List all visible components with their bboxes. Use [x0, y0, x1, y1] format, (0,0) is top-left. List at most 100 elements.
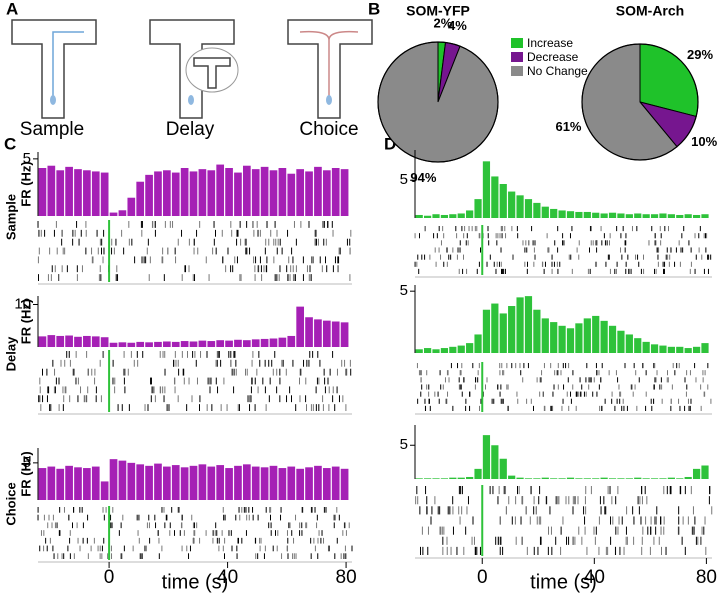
- raster: [37, 506, 353, 563]
- histogram-bar: [145, 465, 153, 500]
- histogram-bar: [305, 171, 313, 216]
- histogram-bar: [524, 478, 533, 479]
- x-tick-label: 40: [584, 567, 605, 588]
- histogram-bar: [278, 337, 287, 347]
- histogram-bar: [634, 338, 642, 353]
- histogram-bar: [676, 478, 684, 479]
- histogram-bar: [74, 169, 82, 216]
- histogram-bar: [305, 467, 313, 500]
- histogram-bar: [305, 317, 313, 347]
- histogram-bar: [440, 478, 449, 479]
- histogram-bar: [449, 477, 457, 479]
- histogram-bar: [331, 168, 340, 216]
- pie-value-label: 10%: [691, 134, 717, 149]
- histogram-bar: [415, 349, 423, 353]
- histogram-bar: [600, 477, 608, 479]
- histogram-bar: [83, 170, 91, 216]
- histogram-bar: [667, 346, 675, 353]
- histogram-bar: [198, 169, 207, 216]
- maze-label: Sample: [20, 119, 84, 140]
- histogram-bar: [583, 478, 591, 479]
- histogram-bar: [225, 168, 233, 216]
- histogram-bar: [600, 213, 608, 218]
- histogram-bar: [575, 211, 583, 218]
- histogram-bar: [100, 481, 109, 500]
- legend-label: Decrease: [527, 50, 579, 64]
- histogram-bar: [659, 478, 667, 479]
- histogram-bar: [118, 210, 127, 216]
- raster: [414, 225, 712, 278]
- histogram-bar: [340, 169, 349, 216]
- raster: [37, 220, 352, 285]
- histogram-bar: [234, 465, 242, 500]
- histogram-bar: [296, 169, 305, 216]
- histogram-bar: [592, 212, 600, 218]
- panel-row-title: Sample: [3, 194, 18, 240]
- histogram-bar: [650, 478, 659, 479]
- histogram-bar: [207, 341, 216, 347]
- histogram-bar: [91, 171, 100, 216]
- histogram-bar: [659, 213, 667, 218]
- histogram-bar: [692, 468, 701, 479]
- y-tick-label: 5: [23, 150, 31, 167]
- histogram-bar: [260, 467, 269, 500]
- histogram-bar: [127, 462, 136, 500]
- histogram-bar: [650, 344, 659, 353]
- x-tick-label: 80: [696, 567, 717, 588]
- histogram-bar: [260, 166, 269, 216]
- histogram-bar: [541, 477, 549, 479]
- histogram-bar: [482, 161, 491, 218]
- histogram-bar: [566, 328, 575, 353]
- histogram-bar: [466, 476, 474, 479]
- histogram-bar: [676, 214, 684, 218]
- x-tick-label: 40: [217, 567, 238, 588]
- histogram-bar: [642, 341, 650, 353]
- histogram-bar: [65, 335, 73, 347]
- histogram-bar: [667, 477, 675, 479]
- histogram-bar: [56, 335, 65, 347]
- histogram-bar: [331, 466, 340, 500]
- histogram-bar: [516, 297, 524, 353]
- legend-label: No Change: [527, 64, 588, 78]
- pie-value-label: 29%: [687, 47, 713, 62]
- pie-title: SOM-YFP: [406, 3, 470, 19]
- panel-row-title: Choice: [3, 482, 18, 525]
- histogram-bar: [466, 210, 474, 218]
- histogram-bar: [171, 172, 180, 216]
- histogram-bar: [457, 345, 465, 353]
- histogram-bar: [558, 210, 566, 218]
- histogram-bar: [550, 322, 558, 353]
- histogram-bar: [216, 340, 225, 347]
- histogram-bar: [583, 318, 591, 353]
- histogram-bar: [499, 313, 507, 353]
- histogram-bar: [508, 191, 516, 218]
- histogram-bar: [617, 213, 625, 218]
- histogram-bar: [207, 170, 216, 216]
- histogram-bar: [83, 468, 91, 500]
- histogram-bar: [260, 338, 269, 347]
- histogram-bar: [466, 343, 474, 353]
- histogram-bar: [440, 214, 449, 218]
- histogram-bar: [684, 214, 692, 218]
- histogram-bar: [566, 477, 575, 479]
- histogram-bar: [625, 334, 633, 353]
- legend-swatch: [511, 66, 523, 76]
- histogram-bar: [136, 341, 145, 347]
- histogram-bar: [38, 336, 47, 347]
- histogram-bar: [242, 464, 251, 500]
- histogram-bar: [340, 468, 349, 500]
- histogram-bar: [189, 341, 198, 347]
- histogram-bar: [47, 165, 56, 216]
- histogram-bar: [296, 468, 305, 500]
- histogram-bar: [47, 335, 56, 347]
- histogram-bar: [331, 321, 340, 347]
- y-tick-label: 5: [400, 436, 408, 453]
- histogram-bar: [600, 320, 608, 353]
- histogram-bar: [659, 345, 667, 353]
- histogram-bar: [145, 174, 153, 216]
- histogram-bar: [127, 197, 136, 216]
- histogram-bar: [533, 202, 541, 218]
- histogram-bar: [118, 460, 127, 500]
- histogram-bar: [91, 336, 100, 347]
